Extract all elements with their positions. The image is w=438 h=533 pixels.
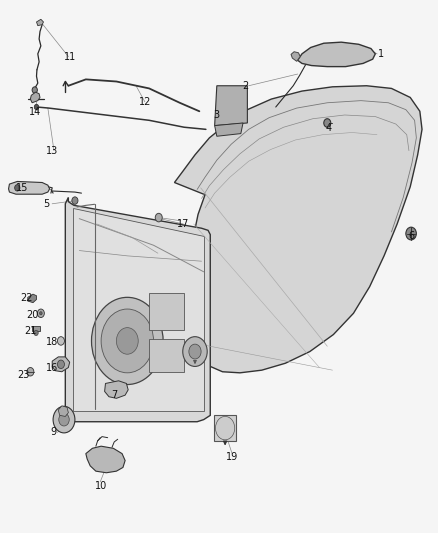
Circle shape xyxy=(215,416,235,440)
Circle shape xyxy=(101,309,153,373)
Circle shape xyxy=(117,328,138,354)
Circle shape xyxy=(14,184,20,191)
Text: 3: 3 xyxy=(214,110,220,120)
Text: 15: 15 xyxy=(15,183,28,193)
Circle shape xyxy=(27,368,34,376)
Bar xyxy=(149,339,184,372)
Text: 11: 11 xyxy=(64,52,76,61)
Circle shape xyxy=(57,360,64,368)
Text: 20: 20 xyxy=(26,310,38,320)
Text: 21: 21 xyxy=(24,326,36,336)
Circle shape xyxy=(53,406,75,433)
Circle shape xyxy=(72,197,78,204)
Polygon shape xyxy=(174,86,422,373)
Text: 1: 1 xyxy=(378,49,384,59)
Circle shape xyxy=(189,344,201,359)
Polygon shape xyxy=(52,357,70,372)
Polygon shape xyxy=(215,123,243,136)
Polygon shape xyxy=(86,446,125,473)
Text: 16: 16 xyxy=(46,362,58,373)
Text: 6: 6 xyxy=(408,231,414,241)
Circle shape xyxy=(37,309,44,318)
Circle shape xyxy=(92,297,163,384)
Polygon shape xyxy=(291,52,300,61)
Circle shape xyxy=(34,330,38,336)
Text: 13: 13 xyxy=(46,146,58,156)
Circle shape xyxy=(34,104,39,110)
Polygon shape xyxy=(36,19,43,26)
Polygon shape xyxy=(28,294,36,303)
Circle shape xyxy=(324,119,331,127)
Text: 18: 18 xyxy=(46,337,58,347)
Text: 23: 23 xyxy=(17,370,30,381)
Bar xyxy=(32,326,40,332)
Text: 12: 12 xyxy=(138,96,151,107)
Circle shape xyxy=(59,413,69,426)
Text: 7: 7 xyxy=(111,390,117,400)
Polygon shape xyxy=(297,42,375,67)
Text: 2: 2 xyxy=(242,81,248,91)
Text: 19: 19 xyxy=(226,452,238,462)
Circle shape xyxy=(183,337,207,367)
Polygon shape xyxy=(9,181,49,194)
Polygon shape xyxy=(73,208,204,411)
Text: 10: 10 xyxy=(95,481,107,490)
Bar xyxy=(149,293,184,330)
Polygon shape xyxy=(215,86,247,126)
Text: 5: 5 xyxy=(43,199,49,209)
Circle shape xyxy=(32,87,37,93)
Polygon shape xyxy=(58,406,68,416)
Circle shape xyxy=(57,337,64,345)
Bar xyxy=(214,415,237,441)
Text: 4: 4 xyxy=(325,123,331,133)
Circle shape xyxy=(406,227,417,240)
Text: 22: 22 xyxy=(20,293,32,303)
Circle shape xyxy=(39,312,42,315)
Polygon shape xyxy=(30,92,40,103)
Text: 9: 9 xyxy=(50,427,56,438)
Text: 14: 14 xyxy=(28,107,41,117)
Text: 17: 17 xyxy=(177,219,189,229)
Polygon shape xyxy=(105,381,128,398)
Circle shape xyxy=(155,213,162,222)
Polygon shape xyxy=(65,197,210,422)
